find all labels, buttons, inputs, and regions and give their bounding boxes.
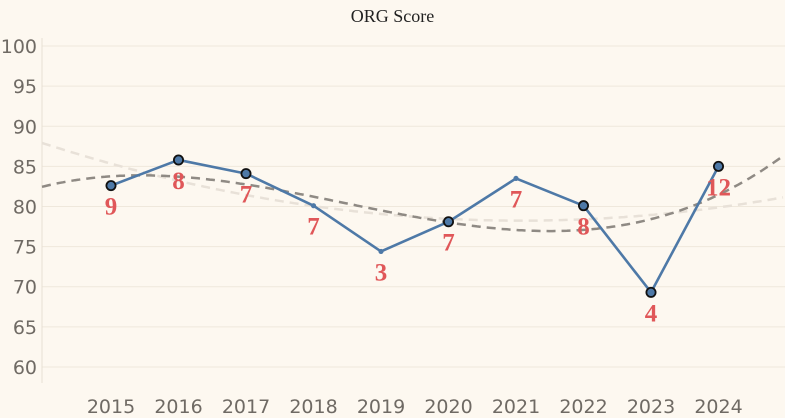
y-tick-label: 100 [1, 36, 37, 58]
x-tick-label: 2015 [87, 396, 135, 418]
data-point-marker [105, 180, 117, 192]
y-tick-label: 75 [13, 237, 37, 259]
x-tick-label: 2019 [357, 396, 405, 418]
data-label: 8 [577, 214, 590, 241]
data-point-marker [713, 160, 725, 172]
data-label: 9 [105, 194, 118, 221]
x-tick-label: 2016 [154, 396, 202, 418]
data-point [378, 248, 384, 255]
data-label: 12 [706, 174, 731, 201]
y-tick-label: 60 [13, 357, 37, 379]
x-tick-label: 2022 [559, 396, 607, 418]
data-label: 8 [172, 168, 185, 195]
x-tick-label: 2017 [222, 396, 270, 418]
data-point [310, 203, 317, 209]
data-point-marker [442, 216, 454, 228]
data-point-marker [578, 200, 590, 212]
data-label: 4 [645, 300, 658, 327]
chart-title: ORG Score [350, 6, 435, 26]
y-tick-label: 95 [13, 76, 37, 98]
trend-cubic-line [41, 154, 784, 233]
y-tick-label: 90 [13, 116, 37, 138]
y-tick-label: 80 [13, 196, 37, 218]
y-tick-label: 65 [13, 317, 37, 339]
x-tick-label: 2024 [694, 396, 742, 418]
x-tick-label: 2023 [627, 396, 675, 418]
y-tick-label: 70 [13, 277, 37, 299]
trend-quadratic-line [41, 141, 784, 222]
data-label: 7 [442, 230, 455, 257]
x-tick-label: 2020 [424, 396, 472, 418]
data-point-marker [240, 168, 252, 180]
data-point [513, 175, 519, 182]
data-label: 7 [307, 214, 320, 241]
data-label: 7 [510, 186, 523, 213]
data-point-marker [172, 154, 184, 166]
series-line [110, 158, 720, 294]
x-tick-label: 2018 [289, 396, 337, 418]
data-label: 7 [240, 182, 253, 209]
data-point-marker [645, 286, 657, 298]
y-tick-label: 85 [13, 156, 37, 178]
data-label: 3 [375, 259, 388, 286]
x-tick-label: 2021 [492, 396, 540, 418]
